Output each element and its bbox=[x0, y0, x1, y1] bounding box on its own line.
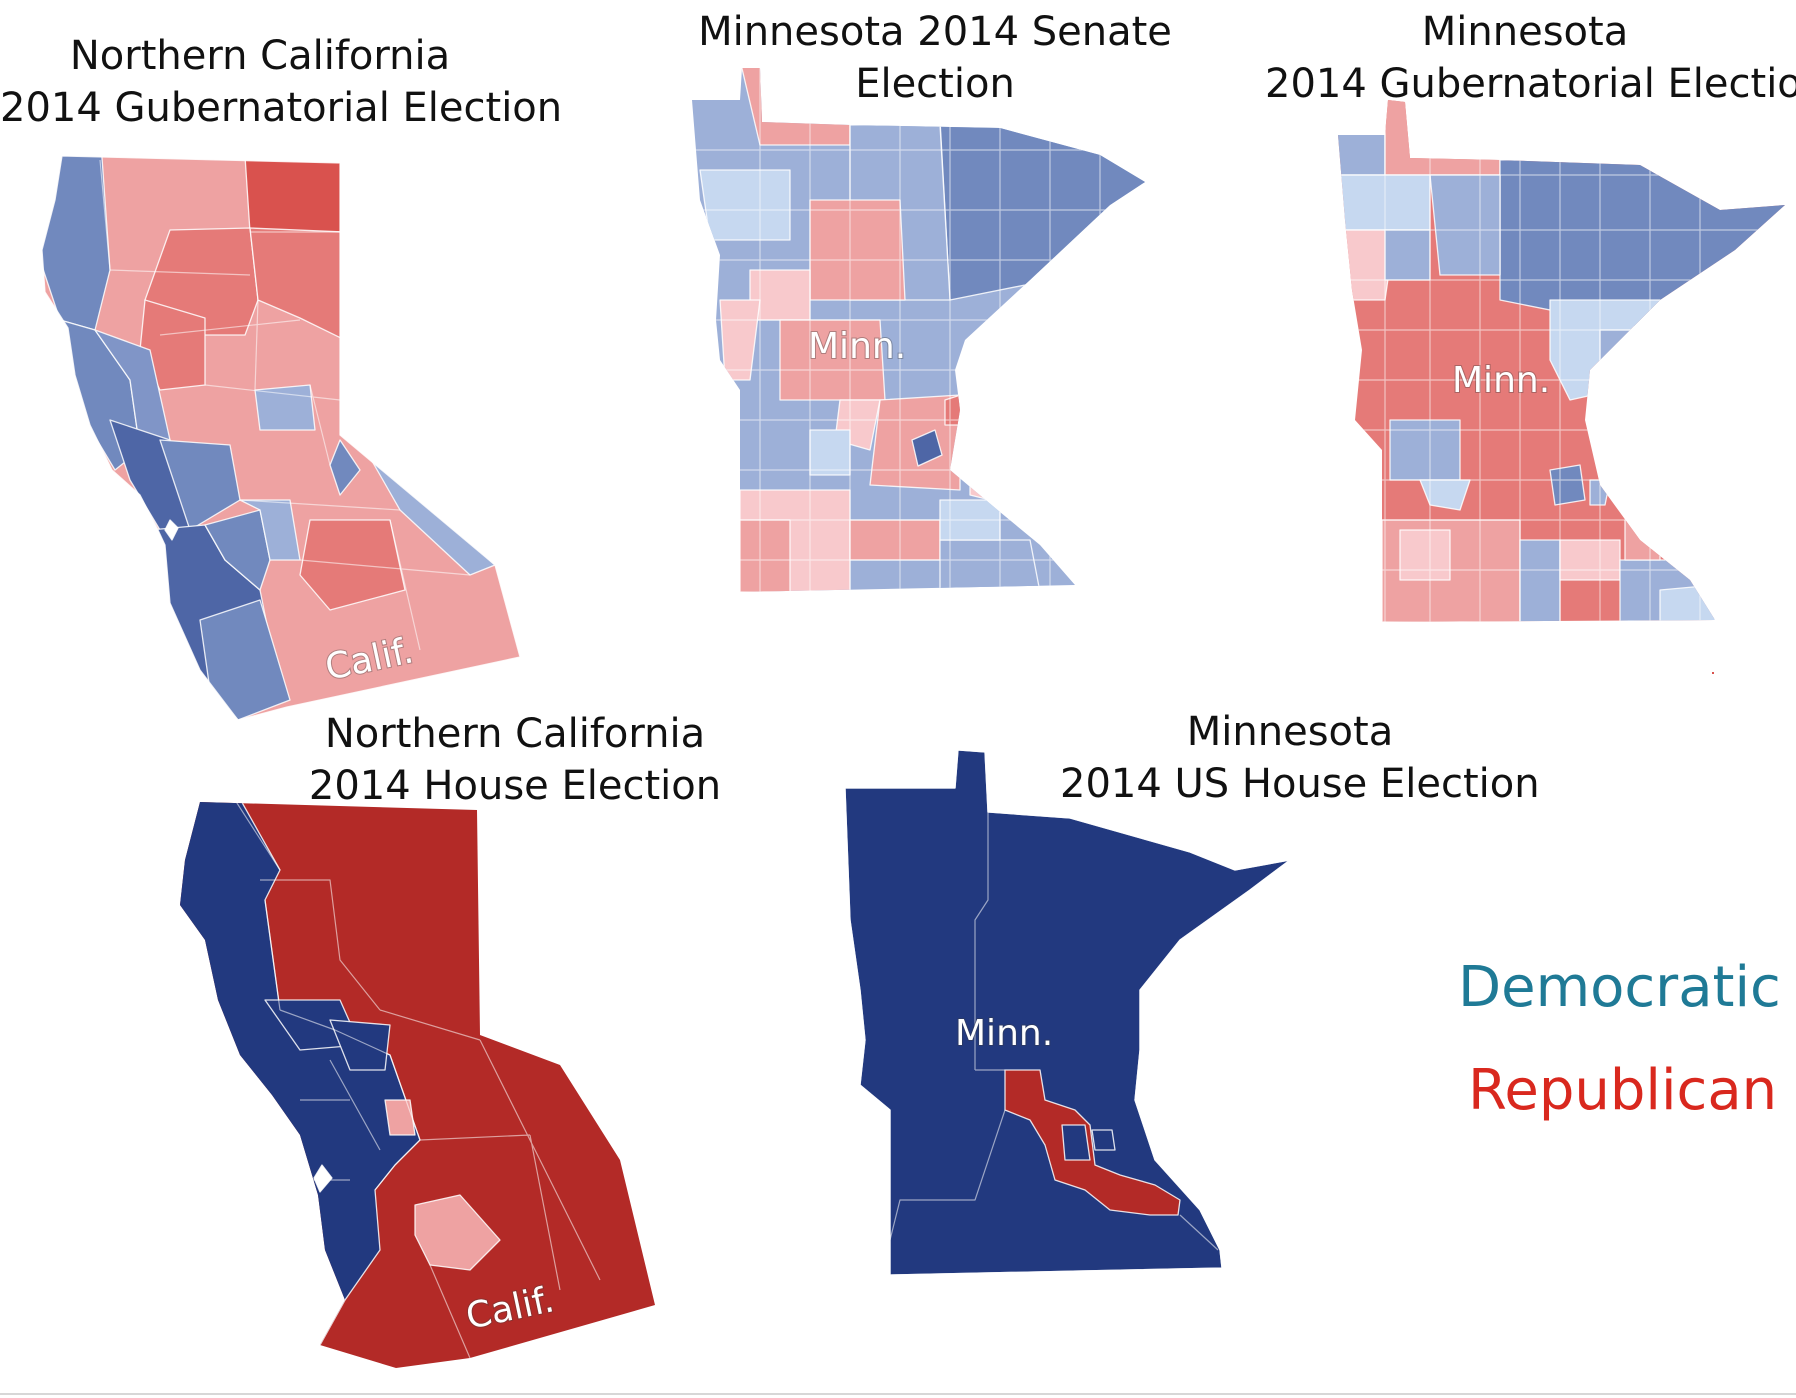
county-lassen bbox=[249, 227, 346, 341]
mn-senate-map: Minn. bbox=[692, 68, 1145, 592]
mn-senate-title: Minnesota 2014 Senate Election bbox=[690, 6, 1180, 110]
mn-metro-dem-1 bbox=[1061, 1124, 1091, 1161]
sf-bay-gap bbox=[164, 519, 179, 541]
ca-house-title: Northern California 2014 House Election bbox=[290, 708, 740, 812]
ca-gov-title-line2: 2014 Gubernatorial Election bbox=[0, 85, 563, 131]
mn-house-map-label: Minn. bbox=[955, 1013, 1053, 1054]
mn-gov-title-line1: Minnesota bbox=[1421, 9, 1629, 55]
ca-house-title-line1: Northern California bbox=[324, 711, 706, 757]
mn-gov-map-label: Minn. bbox=[1452, 360, 1550, 401]
county-monterey bbox=[199, 599, 291, 720]
legend-democratic: Democratic bbox=[1458, 955, 1781, 1020]
mn-metro-dem-2 bbox=[1091, 1129, 1116, 1151]
ca-gov-map: Calif. bbox=[41, 155, 521, 721]
mn-senate-title-line2: Election bbox=[855, 61, 1015, 107]
mn-house-title: Minnesota 2014 US House Election bbox=[1060, 706, 1540, 810]
legend-republican: Republican bbox=[1468, 1058, 1778, 1123]
mn-state-dem bbox=[844, 749, 1291, 1276]
mn-senate-map-label: Minn. bbox=[808, 326, 906, 367]
sf-bay-gap-house bbox=[313, 1164, 333, 1193]
county-yolo bbox=[254, 384, 316, 431]
mn-districts-rep bbox=[1004, 1069, 1181, 1216]
mn-gov-title-line2: 2014 Gubernatorial Election bbox=[1265, 61, 1796, 107]
county-sanjoaquin bbox=[239, 499, 301, 561]
county-alpine bbox=[329, 439, 361, 496]
county-tehama bbox=[139, 299, 206, 391]
mn-gov-map: Minn. bbox=[1338, 100, 1785, 674]
mn-house-title-line1: Minnesota bbox=[1186, 709, 1394, 755]
mn-senate-title-line1: Minnesota 2014 Senate bbox=[698, 9, 1172, 55]
mn-house-title-line2: 2014 US House Election bbox=[1060, 761, 1540, 807]
county-alameda bbox=[204, 509, 271, 591]
bottom-divider bbox=[0, 1393, 1796, 1395]
ca-house-title-line2: 2014 House Election bbox=[308, 763, 722, 809]
ca-gov-title: Northern California 2014 Gubernatorial E… bbox=[0, 30, 563, 134]
mn-gov-title: Minnesota 2014 Gubernatorial Election bbox=[1265, 6, 1796, 110]
ca-house-map: Calif. bbox=[180, 802, 655, 1368]
ca-gov-title-line1: Northern California bbox=[69, 33, 451, 79]
